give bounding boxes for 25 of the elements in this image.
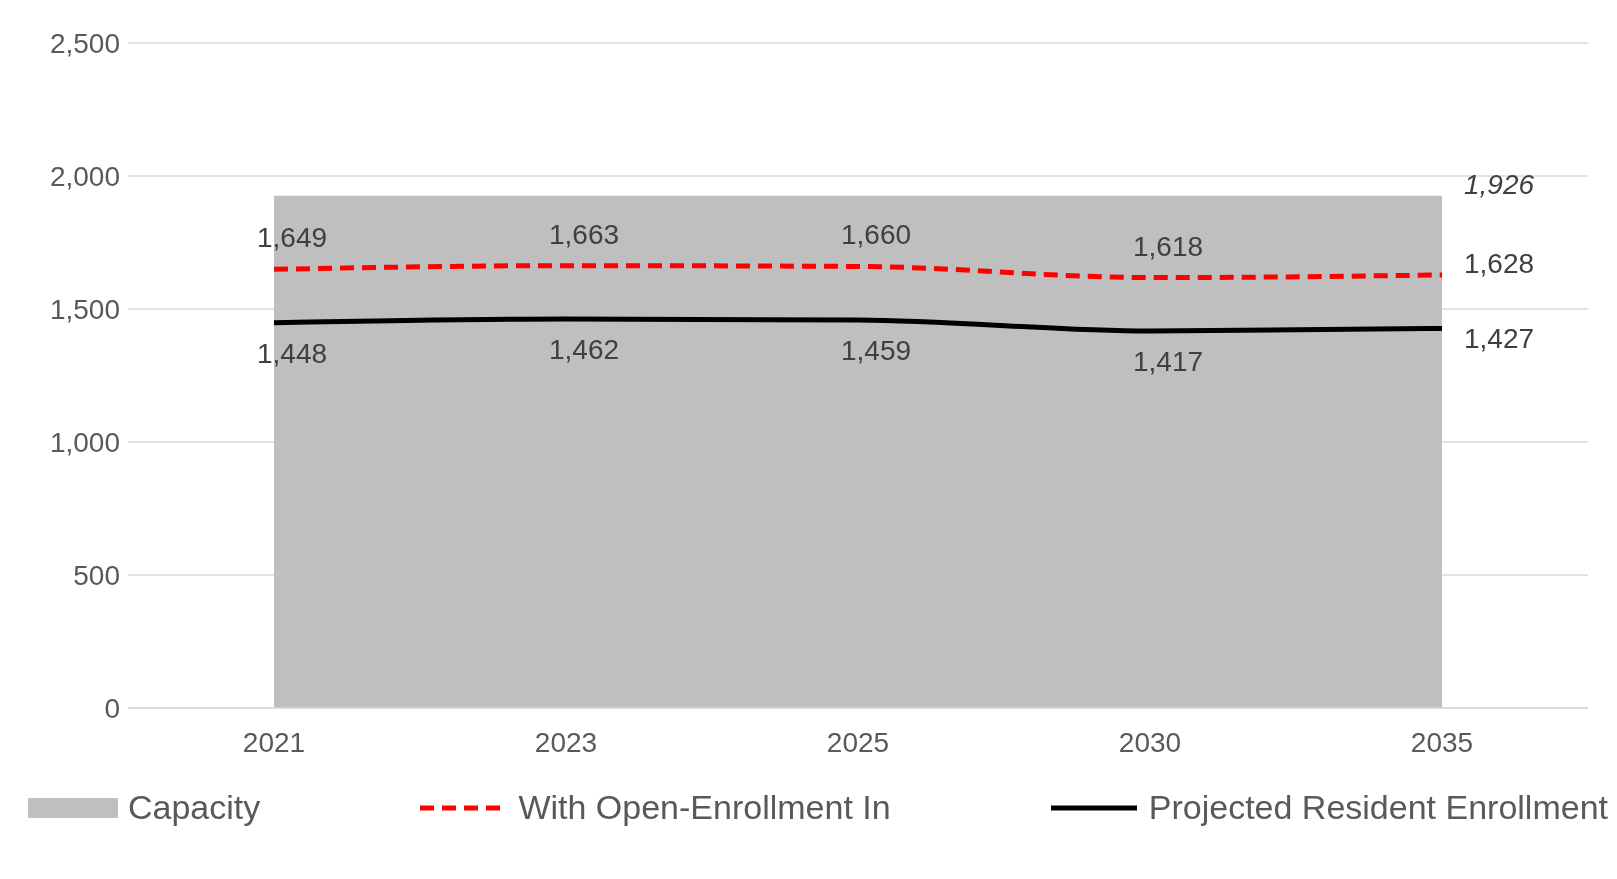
data-label: 1,649 [256,222,328,254]
data-label: 1,462 [548,334,620,366]
y-tick-label: 500 [73,559,120,591]
legend-label: With Open-Enrollment In [518,788,891,827]
data-label: 1,448 [256,337,328,369]
data-label: 1,926 [1464,168,1535,200]
y-tick-label: 1,000 [49,426,120,458]
x-tick-label: 2021 [242,726,306,758]
legend-label: Capacity [128,788,261,827]
legend-label: Projected Resident Enrollment [1148,788,1608,827]
y-tick-label: 2,500 [49,27,120,59]
y-tick-label: 1,500 [49,293,120,325]
data-label: 1,660 [840,219,912,251]
data-label: 1,663 [548,218,620,250]
data-label: 1,417 [1132,346,1204,378]
x-tick-label: 2023 [534,726,598,758]
data-label: 1,459 [840,334,912,366]
data-label: 1,427 [1464,323,1535,355]
x-tick-label: 2035 [1410,726,1474,758]
x-tick-label: 2030 [1118,726,1182,758]
data-label: 1,628 [1464,247,1535,279]
data-label: 1,618 [1132,230,1204,262]
y-tick-label: 2,000 [49,160,120,192]
x-tick-label: 2025 [826,726,890,758]
y-tick-label: 0 [104,692,120,724]
